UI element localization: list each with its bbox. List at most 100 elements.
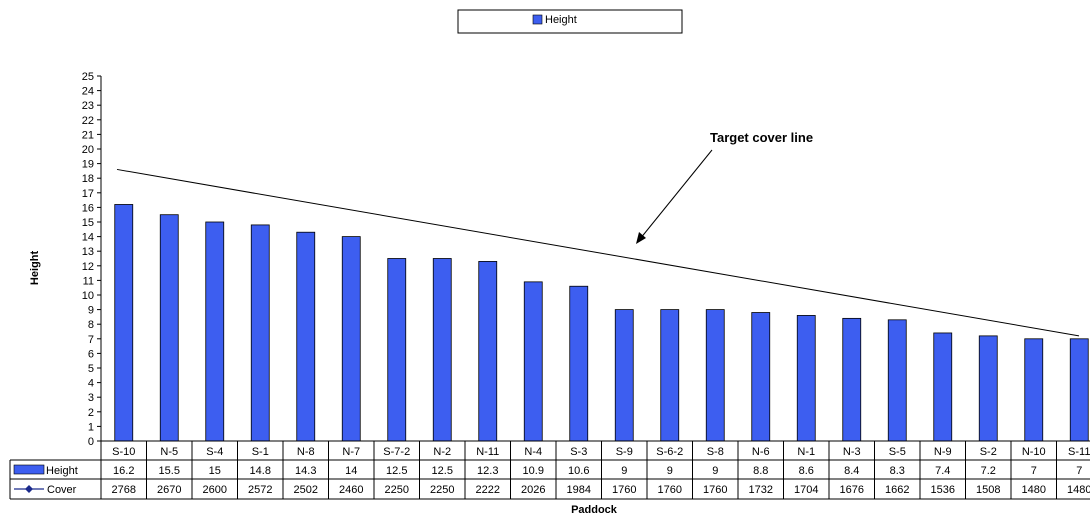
height-value: 10.9	[523, 465, 544, 477]
y-tick-label: 1	[88, 421, 94, 433]
table-key-height	[13, 464, 45, 475]
height-value: 15.5	[159, 465, 180, 477]
height-value: 9	[667, 465, 673, 477]
data-table: S-10 N-5 S-4 S-1 N-8 N-7 S-7-2 N-2 N-11 N-4 S-3 S-9…	[9, 440, 1090, 500]
height-value: 12.3	[477, 465, 498, 477]
category-label: S-7-2	[383, 446, 410, 458]
category-label: S-10	[112, 446, 135, 458]
y-tick-label: 12	[82, 261, 94, 273]
target-cover-line: Target cover line	[116, 130, 1080, 337]
bar-N-1	[796, 315, 816, 442]
y-tick-label: 4	[88, 378, 94, 390]
y-tick-label: 13	[82, 246, 94, 258]
category-label: N-3	[843, 446, 861, 458]
y-tick-label: 2	[88, 407, 94, 419]
bar-S-11	[1069, 338, 1089, 442]
category-label: S-6-2	[656, 446, 683, 458]
height-value: 12.5	[432, 465, 453, 477]
height-value: 7	[1076, 465, 1082, 477]
category-label: N-11	[476, 446, 499, 458]
category-label: N-6	[752, 446, 770, 458]
height-value: 8.6	[799, 465, 814, 477]
bar-S-4	[205, 221, 225, 442]
cover-value: 2600	[203, 484, 227, 496]
bar-S-3	[569, 285, 589, 442]
height-value: 8.3	[890, 465, 905, 477]
height-value: 7.4	[935, 465, 950, 477]
annotation-arrowhead	[636, 232, 646, 244]
height-value: 14.3	[295, 465, 316, 477]
legend-swatch-height	[532, 14, 543, 25]
y-tick-label: 15	[82, 217, 94, 229]
cover-value: 1676	[840, 484, 864, 496]
bar-S-8	[705, 309, 725, 442]
cover-value: 1732	[749, 484, 773, 496]
bar-N-2	[432, 258, 452, 442]
y-tick-label: 22	[82, 115, 94, 127]
bar-N-9	[933, 332, 953, 442]
height-value: 7	[1031, 465, 1037, 477]
bar-N-11	[478, 261, 498, 442]
y-tick-label: 14	[82, 232, 94, 244]
y-tick-label: 23	[82, 100, 94, 112]
legend: Height	[457, 9, 683, 34]
cover-value: 1704	[794, 484, 818, 496]
bar-S-2	[978, 335, 998, 442]
category-label: N-10	[1022, 446, 1046, 458]
bar-N-5	[159, 214, 179, 442]
category-label: S-11	[1068, 446, 1090, 458]
cover-value: 2768	[112, 484, 136, 496]
cover-value: 1984	[567, 484, 591, 496]
y-tick-label: 3	[88, 392, 94, 404]
height-value: 9	[621, 465, 627, 477]
height-value: 15	[209, 465, 221, 477]
category-label: N-9	[934, 446, 952, 458]
row-label-cover: Cover	[47, 484, 77, 496]
y-tick-label: 9	[88, 305, 94, 317]
table-key-cover-marker	[25, 485, 33, 493]
row-label-height: Height	[46, 465, 78, 477]
bar-S-5	[887, 319, 907, 442]
height-value: 12.5	[386, 465, 407, 477]
annotation-label: Target cover line	[710, 130, 813, 145]
bar-N-8	[296, 231, 316, 442]
y-tick-label: 11	[83, 275, 94, 287]
height-value: 14	[345, 465, 357, 477]
y-tick-label: 20	[82, 144, 94, 156]
category-label: N-1	[797, 446, 815, 458]
category-label: N-8	[297, 446, 315, 458]
height-value: 16.2	[113, 465, 134, 477]
category-label: S-9	[616, 446, 633, 458]
cover-value: 1662	[885, 484, 909, 496]
cover-value: 1508	[976, 484, 1000, 496]
bar-S-6-2	[660, 309, 680, 442]
cover-value: 2572	[248, 484, 272, 496]
height-value: 8.8	[753, 465, 768, 477]
cover-value: 1480	[1067, 484, 1090, 496]
cover-value: 2250	[385, 484, 409, 496]
height-value: 14.8	[250, 465, 271, 477]
height-value: 8.4	[844, 465, 859, 477]
y-tick-label: 16	[82, 202, 94, 214]
bar-N-3	[842, 317, 862, 442]
y-tick-label: 6	[88, 348, 94, 360]
bar-N-6	[751, 312, 771, 442]
y-tick-label: 21	[82, 129, 94, 141]
height-value: 10.6	[568, 465, 589, 477]
y-tick-label: 0	[88, 436, 94, 448]
category-label: S-4	[206, 446, 223, 458]
category-label: N-4	[524, 446, 542, 458]
cover-value: 1480	[1022, 484, 1046, 496]
category-label: S-2	[980, 446, 997, 458]
y-tick-label: 25	[82, 71, 94, 83]
category-label: S-3	[570, 446, 587, 458]
category-label: N-5	[160, 446, 178, 458]
category-label: S-1	[252, 446, 269, 458]
cover-value: 1760	[658, 484, 682, 496]
bar-S-7-2	[387, 258, 407, 442]
y-tick-label: 8	[88, 319, 94, 331]
category-label: S-5	[889, 446, 906, 458]
y-tick-label: 18	[82, 173, 94, 185]
cover-value: 2222	[476, 484, 500, 496]
